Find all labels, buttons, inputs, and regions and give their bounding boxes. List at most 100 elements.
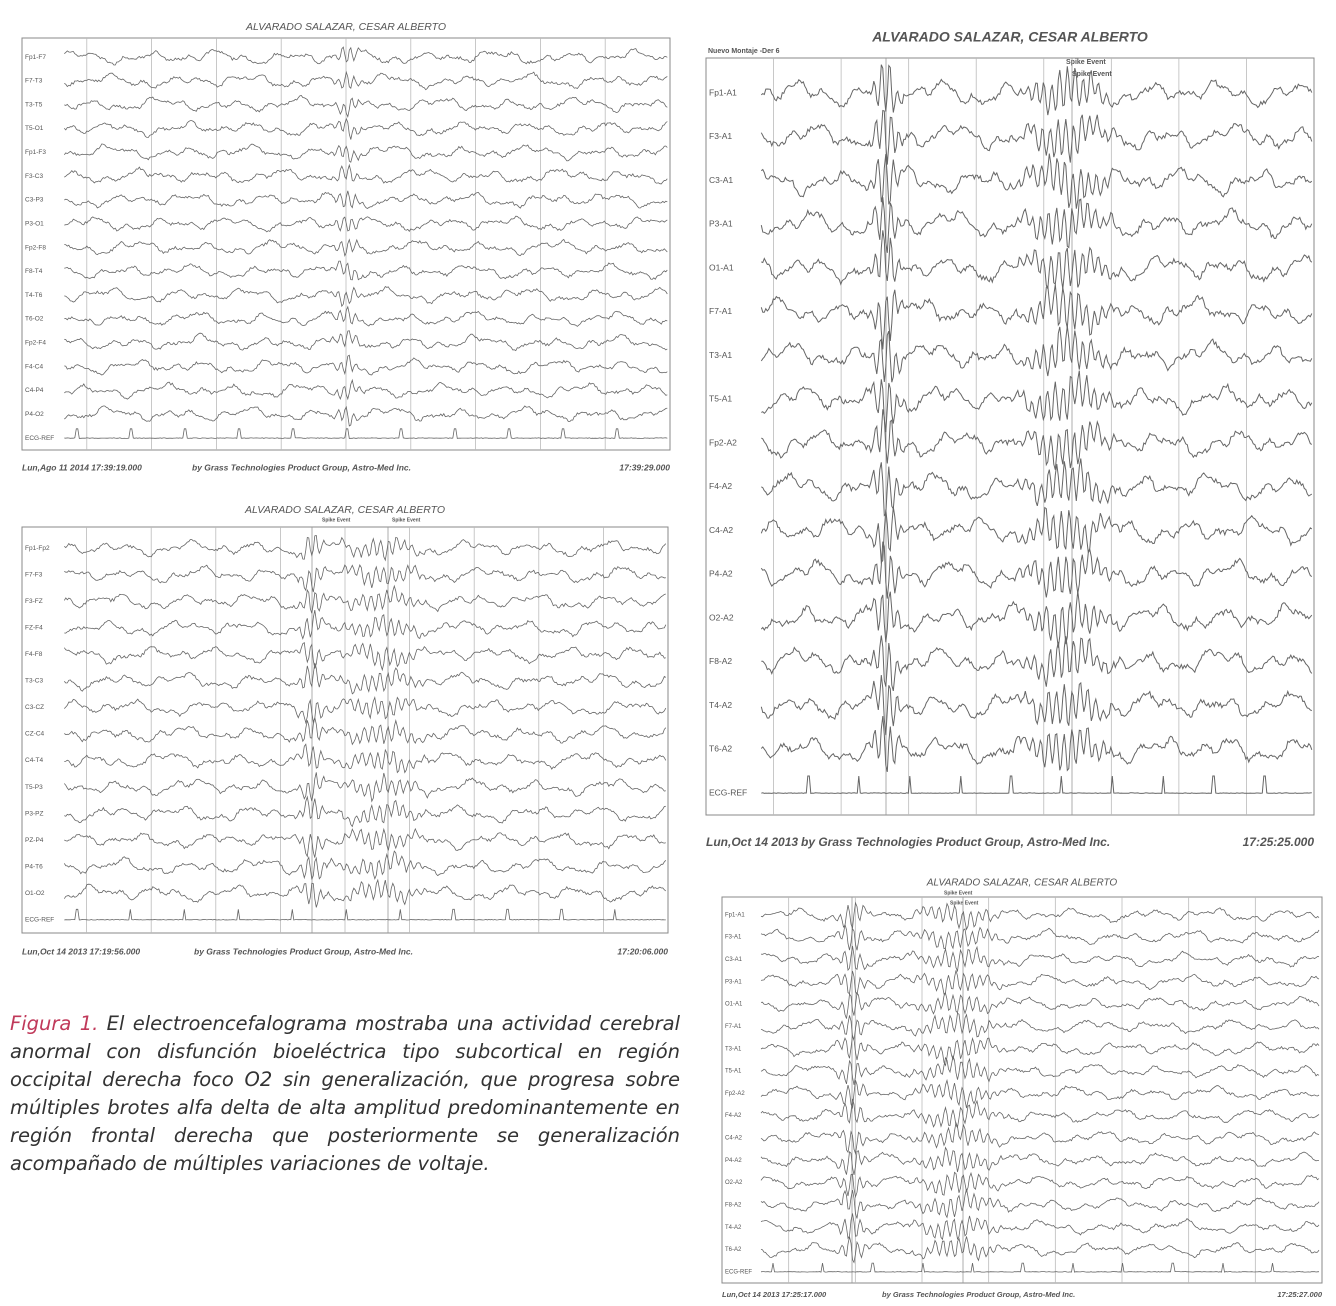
panel-title: ALVARADO SALAZAR, CESAR ALBERTO	[244, 504, 445, 516]
channel-label: P3-O1	[25, 220, 44, 227]
eeg-trace	[64, 663, 666, 694]
eeg-trace	[761, 1263, 1319, 1272]
eeg-trace	[64, 643, 666, 670]
channel-label: P4-O2	[25, 411, 44, 418]
footer-timestamp: Lun,Oct 14 2013 17:25:17.000	[722, 1290, 827, 1299]
eeg-trace	[64, 909, 666, 920]
eeg-trace	[64, 216, 667, 232]
channel-label: Fp2-F4	[25, 340, 46, 347]
spike-event-label: Spike Event	[322, 517, 351, 523]
channel-label: FZ-F4	[25, 625, 43, 632]
eeg-trace	[64, 287, 667, 307]
eeg-trace	[761, 1123, 1319, 1154]
eeg-trace	[64, 47, 667, 65]
channel-label: T3-T5	[25, 101, 43, 108]
channel-label: T3-A1	[725, 1046, 742, 1052]
channel-label: O2-A2	[725, 1180, 743, 1186]
channel-label: Fp1-Fp2	[25, 545, 50, 552]
channel-label: F4-F8	[25, 651, 43, 658]
eeg-trace	[64, 307, 667, 327]
eeg-trace	[64, 96, 667, 117]
footer-end-time: 17:25:27.000	[1277, 1290, 1322, 1299]
channel-label: T5-P3	[25, 784, 43, 791]
eeg-trace	[64, 72, 667, 90]
eeg-trace	[64, 191, 667, 209]
channel-label: CZ-C4	[25, 731, 45, 738]
channel-label: F4-A2	[725, 1113, 742, 1119]
channel-label: F3-C3	[25, 173, 43, 180]
eeg-trace	[64, 829, 666, 858]
footer-credit: by Grass Technologies Product Group, Ast…	[194, 946, 413, 956]
channel-label: C3-CZ	[25, 704, 44, 711]
channel-label: T5-O1	[25, 125, 44, 132]
channel-label: T5-A1	[725, 1069, 742, 1075]
channel-label: C4-P4	[25, 387, 44, 394]
caption-label: Figura 1.	[10, 1012, 98, 1035]
eeg-trace	[761, 1237, 1319, 1263]
footer-credit: by Grass Technologies Product Group, Ast…	[192, 462, 411, 472]
page: { "panels": [ { "title": "ALVARADO SALAZ…	[0, 0, 1336, 1306]
panel-title: ALVARADO SALAZAR, CESAR ALBERTO	[245, 21, 446, 33]
eeg-trace	[64, 380, 667, 399]
channel-label: ECG-REF	[25, 435, 54, 442]
eeg-trace	[64, 880, 666, 907]
eeg-trace	[64, 610, 666, 639]
channel-label: T6-O2	[25, 316, 44, 323]
channel-label: PZ-P4	[25, 837, 44, 844]
channel-label: P4-A2	[725, 1158, 742, 1164]
eeg-trace	[64, 565, 666, 592]
eeg-trace	[761, 1080, 1319, 1108]
eeg-trace	[64, 718, 666, 745]
eeg-trace	[761, 1013, 1319, 1040]
footer-credit: by Grass Technologies Product Group, Ast…	[882, 1290, 1075, 1299]
eeg-trace	[64, 772, 666, 801]
eeg-trace	[761, 1036, 1319, 1066]
eeg-trace	[761, 1214, 1319, 1240]
figure-caption: Figura 1. El electroencefalograma mostra…	[10, 1010, 680, 1178]
channel-label: Fp1-F3	[25, 149, 46, 156]
eeg-trace	[64, 586, 666, 613]
channel-label: F8-T4	[25, 268, 43, 275]
footer-timestamp: Lun,Ago 11 2014 17:39:19.000	[22, 462, 142, 472]
channel-label: F7-F3	[25, 571, 43, 578]
eeg-trace	[761, 1056, 1319, 1085]
eeg-trace	[64, 240, 667, 256]
channel-label: ECG-REF	[725, 1269, 752, 1275]
channel-label: Fp1-F7	[25, 54, 46, 61]
eeg-trace	[64, 698, 666, 723]
eeg-trace	[761, 1099, 1319, 1128]
channel-label: Fp2-A2	[725, 1091, 745, 1097]
channel-label: P3-PZ	[25, 810, 43, 817]
channel-label: P4-T6	[25, 863, 43, 870]
channel-label: T4-A2	[725, 1225, 742, 1231]
channel-label: C4-A2	[725, 1136, 743, 1142]
eeg-trace	[761, 1148, 1319, 1175]
channel-label: Fp2-F8	[25, 244, 46, 251]
channel-label: T6-A2	[725, 1247, 742, 1253]
channel-label: F4-C4	[25, 363, 43, 370]
channel-label: C3-P3	[25, 197, 44, 204]
eeg-figure: ALVARADO SALAZAR, CESAR ALBERTO Fp1-F7 F7-…	[0, 0, 1336, 1000]
channel-label: F8-A2	[725, 1202, 742, 1208]
eeg-trace	[64, 355, 667, 375]
footer-end-time: 17:20:06.000	[617, 946, 668, 956]
channel-label: F3-FZ	[25, 598, 43, 605]
channel-label: ECG-REF	[25, 916, 54, 923]
eeg-trace	[64, 851, 666, 879]
channel-label: C4-T4	[25, 757, 43, 764]
channel-label: T3-C3	[25, 678, 43, 685]
caption-text: El electroencefalograma mostraba una act…	[10, 1012, 680, 1175]
eeg-trace	[64, 536, 666, 561]
eeg-trace	[64, 165, 667, 184]
eeg-trace	[64, 406, 667, 426]
eeg-trace	[64, 797, 666, 827]
eeg-trace	[761, 1189, 1319, 1219]
channel-label: T4-T6	[25, 292, 43, 299]
eeg-trace	[64, 744, 666, 772]
footer-timestamp: Lun,Oct 14 2013 17:19:56.000	[22, 946, 140, 956]
channel-label: F7-A1	[725, 1024, 742, 1030]
eeg-trace	[64, 261, 667, 280]
spike-event-label: Spike Event	[392, 517, 421, 523]
channel-label: O1-A1	[725, 1002, 743, 1008]
channel-label: F7-T3	[25, 78, 43, 85]
